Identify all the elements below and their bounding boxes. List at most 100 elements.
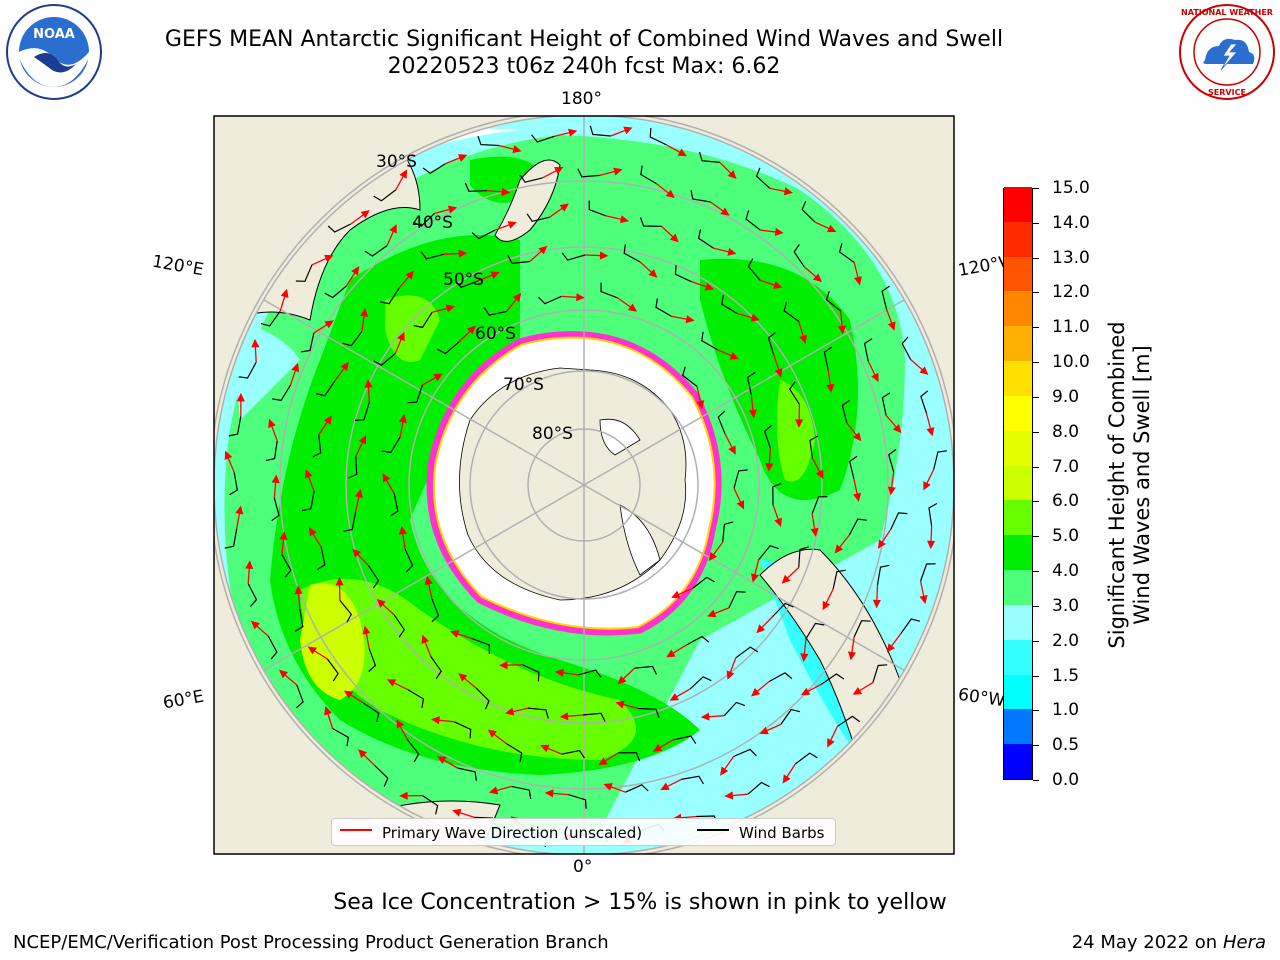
wind-barb <box>733 469 748 489</box>
wind-barb <box>364 245 388 257</box>
wind-barb <box>625 784 649 793</box>
wave-arrowhead <box>800 653 809 663</box>
wind-barb <box>640 165 657 185</box>
wave-arrowhead <box>335 576 344 586</box>
colorbar-tick-label: 0.5 <box>1052 735 1080 756</box>
wave-arrowhead <box>559 712 569 721</box>
colorbar-tick-label: 9.0 <box>1052 386 1080 407</box>
wind-barb <box>755 167 771 189</box>
wind-barb <box>795 752 818 765</box>
wave-arrowhead <box>685 315 695 324</box>
footer-date: 24 May 2022 on Hera <box>1072 932 1266 953</box>
wave-arrowhead <box>799 334 808 344</box>
wind-barb <box>454 280 479 289</box>
wind-barb <box>267 636 278 660</box>
wave-arrowhead <box>501 187 511 196</box>
wind-barb <box>312 434 322 458</box>
wave-arrowhead <box>751 687 761 697</box>
wave-arrowhead <box>499 661 508 670</box>
wave-arrowhead <box>271 474 280 484</box>
wind-barb <box>247 583 258 607</box>
wave-arrowhead <box>615 700 625 709</box>
wind-barb <box>863 338 873 362</box>
wind-barb <box>368 648 377 672</box>
wave-arrowhead <box>696 400 705 410</box>
wind-barb <box>793 244 805 268</box>
wind-barb <box>506 743 523 763</box>
wave-arrowhead <box>294 585 303 595</box>
colorbar-tick-label: 1.5 <box>1052 665 1080 686</box>
wave-arrowhead <box>398 525 408 535</box>
wind-barb <box>568 794 587 809</box>
wind-barb <box>281 554 292 578</box>
wind-barb <box>767 331 776 356</box>
wind-barb <box>389 493 399 517</box>
map-frame <box>213 115 955 855</box>
wave-arrowhead <box>700 712 710 721</box>
colorbar-tick <box>1033 780 1039 781</box>
wave-arrowhead <box>926 540 936 550</box>
wave-arrowhead <box>810 527 819 537</box>
wave-arrowhead <box>726 670 735 680</box>
wind-barb <box>717 410 726 435</box>
colorbar-title-line1: Significant Height of Combined <box>1105 321 1129 649</box>
wave-arrowhead <box>376 598 386 608</box>
lat-label-50s: 50°S <box>443 270 484 290</box>
colorbar-tick <box>1033 640 1039 642</box>
wind-barb <box>928 502 938 526</box>
wave-arrowhead <box>887 486 896 496</box>
wave-arrowhead <box>750 573 759 583</box>
wave-arrowhead <box>765 462 774 472</box>
wave-arrowhead <box>324 320 334 329</box>
wave-arrowhead <box>352 548 362 558</box>
wave-arrowhead <box>736 500 745 510</box>
wave-arrowhead <box>251 338 260 348</box>
wave-arrowhead <box>386 679 397 687</box>
wind-barb <box>316 546 326 571</box>
colorbar-tick-label: 6.0 <box>1052 491 1080 512</box>
colorbar-segment <box>1004 569 1032 605</box>
wave-arrowhead <box>291 362 300 373</box>
wind-barb <box>728 590 746 609</box>
colorbar-segment <box>1004 499 1032 536</box>
wind-barb <box>422 795 439 815</box>
wind-barb <box>420 251 444 260</box>
wind-barb <box>381 436 401 454</box>
wave-arrowhead <box>458 154 468 162</box>
wave-arrowhead <box>704 282 715 291</box>
wind-barb <box>881 285 890 309</box>
wind-barb <box>224 528 238 549</box>
wind-barb <box>373 189 397 202</box>
colorbar-segment <box>1004 360 1032 396</box>
wave-arrowhead <box>720 207 730 216</box>
wave-arrowhead <box>623 126 633 135</box>
wind-barb <box>933 450 947 470</box>
wind-barb <box>511 785 532 800</box>
colorbar-tick-label: 0.0 <box>1052 770 1080 790</box>
noaa-logo: NOAA <box>6 4 102 100</box>
wind-barb <box>472 638 490 654</box>
wind-barb <box>890 512 908 530</box>
wind-barb <box>588 200 607 217</box>
colorbar-title: Significant Height of Combined Wind Wave… <box>1105 321 1155 648</box>
wind-barb <box>600 282 619 299</box>
wind-barb <box>374 765 389 787</box>
wave-arrowhead <box>437 756 447 765</box>
wind-barb <box>295 264 313 282</box>
wave-arrowhead <box>756 624 766 634</box>
wind-barb <box>457 767 477 781</box>
wave-arrowhead <box>877 539 886 549</box>
wave-arrowhead <box>576 293 585 302</box>
wind-barb <box>343 511 357 532</box>
wave-arrowhead <box>774 368 783 378</box>
svg-text:NOAA: NOAA <box>33 27 75 42</box>
wind-barb <box>342 330 363 347</box>
wind-barb <box>519 174 543 183</box>
wind-barb <box>690 190 711 203</box>
nws-logo: NATIONAL WEATHER SERVICE <box>1179 4 1275 100</box>
wave-arrowhead <box>826 383 835 393</box>
colorbar-segment <box>1004 430 1032 466</box>
wind-barb <box>380 288 400 305</box>
wave-arrowhead <box>617 675 627 685</box>
wind-barb <box>805 622 825 640</box>
